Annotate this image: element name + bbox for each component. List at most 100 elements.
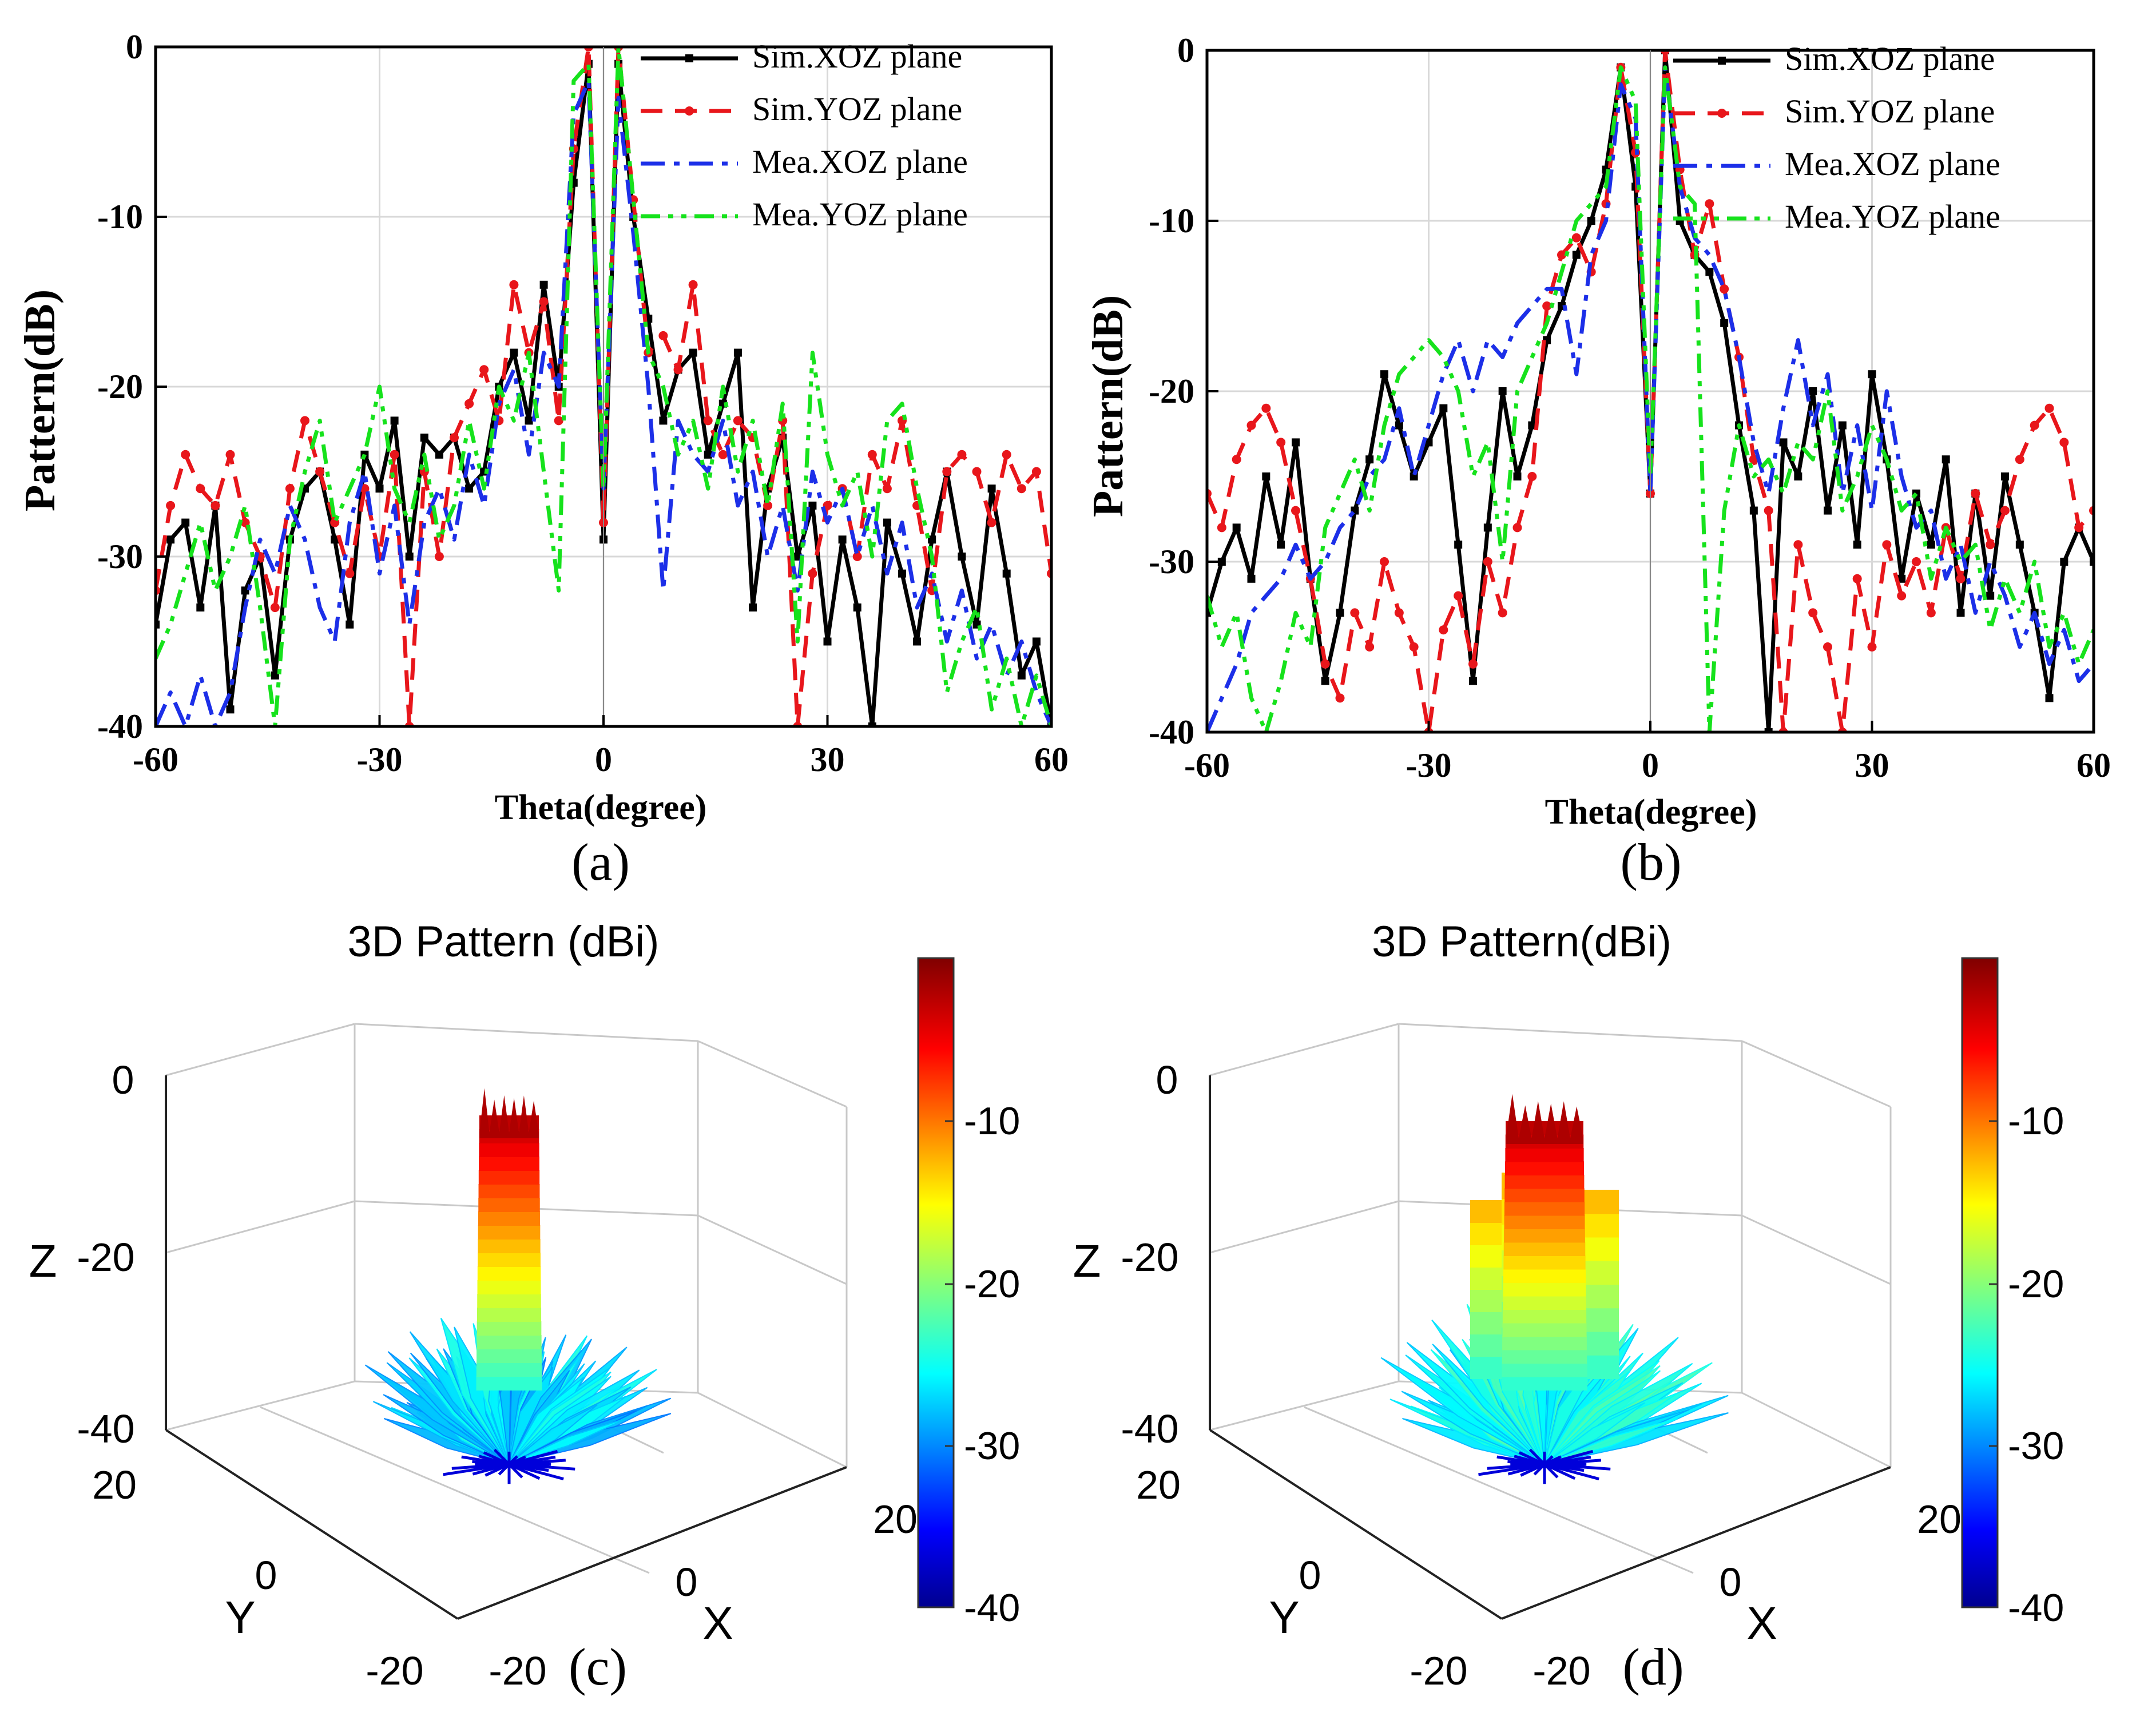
surface-d-sidelobe-1-5 bbox=[1579, 1237, 1619, 1261]
surface-c-beam-19 bbox=[479, 1115, 539, 1130]
marker-a-1-35 bbox=[673, 365, 683, 375]
marker-a-1-19 bbox=[434, 552, 444, 561]
surface-c-beam-15 bbox=[478, 1170, 540, 1185]
marker-b-0-2 bbox=[1232, 523, 1241, 532]
x-tick-label-b-4: 60 bbox=[2077, 746, 2111, 784]
marker-b-0-39 bbox=[1779, 438, 1788, 447]
marker-b-1-10 bbox=[1350, 608, 1360, 618]
colorbar-c bbox=[917, 957, 955, 1608]
marker-b-1-12 bbox=[1380, 557, 1389, 566]
series-a-3 bbox=[156, 47, 1051, 726]
marker-b-0-6 bbox=[1292, 438, 1300, 447]
y-tick-c-2: -20 bbox=[366, 1648, 423, 1693]
surface-d-beam-3 bbox=[1502, 1336, 1587, 1350]
surface-c-beam-top bbox=[479, 1088, 539, 1138]
y-tick-label-a-0: 0 bbox=[126, 28, 143, 66]
marker-a-0-19 bbox=[435, 450, 443, 459]
surface-c-beam-5 bbox=[477, 1308, 542, 1322]
marker-b-1-41 bbox=[1808, 608, 1818, 618]
legend-label-b-1: Sim.YOZ plane bbox=[1785, 93, 1995, 130]
x-tick-c-2: 20 bbox=[873, 1497, 918, 1542]
surface-c-spike-4 bbox=[508, 1463, 541, 1480]
legend-label-a-0: Sim.XOZ plane bbox=[752, 38, 962, 75]
marker-b-0-11 bbox=[1365, 455, 1374, 464]
y-tick-label-b-2: -20 bbox=[1149, 372, 1194, 410]
surface-d-petal-64 bbox=[1544, 1402, 1645, 1465]
marker-a-1-27 bbox=[554, 416, 563, 426]
marker-a-0-46 bbox=[838, 535, 847, 544]
marker-a-0-21 bbox=[465, 484, 474, 493]
marker-a-1-3 bbox=[196, 484, 205, 494]
surface-c-beam-0 bbox=[476, 1376, 542, 1391]
colorbar-ticks-c bbox=[945, 1120, 954, 1447]
marker-b-1-46 bbox=[1882, 540, 1892, 550]
marker-b-0-15 bbox=[1424, 438, 1433, 447]
marker-a-0-49 bbox=[883, 518, 891, 527]
marker-a-0-5 bbox=[226, 705, 235, 714]
x-tick-label-b-1: -30 bbox=[1406, 746, 1452, 784]
x-axis-label-c: X bbox=[702, 1598, 733, 1648]
x-tick-label-a-4: 60 bbox=[1034, 741, 1069, 778]
x-tick-label-a-2: 0 bbox=[595, 741, 612, 778]
title-d: 3D Pattern(dBi) bbox=[1372, 917, 1672, 966]
x-tick-d-2: 20 bbox=[1917, 1497, 1962, 1542]
marker-a-0-59 bbox=[1032, 637, 1041, 646]
marker-b-1-24 bbox=[1557, 250, 1566, 260]
surface-c-beam-16 bbox=[479, 1157, 539, 1171]
marker-a-0-12 bbox=[331, 535, 339, 544]
marker-b-1-18 bbox=[1468, 659, 1478, 669]
x-tick-c-1: 0 bbox=[676, 1560, 698, 1604]
x-tick-label-b-0: -60 bbox=[1184, 746, 1230, 784]
marker-b-0-3 bbox=[1247, 574, 1256, 583]
surface-c-spike-16 bbox=[483, 1451, 510, 1466]
marker-b-1-58 bbox=[2059, 438, 2069, 447]
marker-a-1-36 bbox=[688, 280, 698, 289]
surface-c-petal-64 bbox=[509, 1404, 598, 1465]
marker-a-1-41 bbox=[763, 500, 773, 510]
series-line-b-3 bbox=[1207, 65, 2094, 732]
surface-c-spike-3 bbox=[509, 1463, 564, 1481]
y-tick-label-b-4: -40 bbox=[1149, 713, 1194, 751]
x-tick-c-0: -20 bbox=[489, 1648, 546, 1693]
marker-b-0-55 bbox=[2015, 541, 2024, 549]
legend-a: Sim.XOZ plane Sim.YOZ plane Mea.XOZ plane M… bbox=[641, 38, 968, 233]
marker-a-1-54 bbox=[957, 450, 967, 459]
marker-a-0-56 bbox=[987, 484, 996, 493]
marker-b-1-21 bbox=[1512, 523, 1522, 533]
marker-b-0-57 bbox=[2045, 694, 2054, 702]
marker-a-1-13 bbox=[345, 569, 355, 578]
marker-a-1-44 bbox=[808, 569, 817, 578]
surface-d-beam-16 bbox=[1505, 1161, 1584, 1175]
colorbar-tick-d-2: -30 bbox=[2008, 1424, 2064, 1468]
y-tick-c-1: 0 bbox=[255, 1553, 277, 1598]
caption-d: (d) bbox=[1622, 1638, 1684, 1696]
marker-a-0-50 bbox=[898, 569, 906, 578]
marker-b-1-20 bbox=[1498, 608, 1507, 618]
marker-a-1-53 bbox=[942, 467, 952, 476]
surface-c-beam-6 bbox=[477, 1294, 541, 1308]
marker-a-0-57 bbox=[1002, 569, 1011, 578]
surface-d-beam-12 bbox=[1504, 1215, 1585, 1229]
surface-d-spike-17 bbox=[1528, 1448, 1546, 1465]
marker-b-1-44 bbox=[1852, 574, 1862, 583]
y-tick-label-a-3: -30 bbox=[97, 538, 143, 575]
marker-b-1-5 bbox=[1276, 438, 1286, 447]
x-tick-label-a-1: -30 bbox=[357, 741, 403, 778]
surface-d-beam-8 bbox=[1503, 1269, 1586, 1283]
marker-b-1-14 bbox=[1409, 642, 1419, 652]
surface-d-beam-1 bbox=[1502, 1363, 1587, 1377]
marker-a-1-22 bbox=[479, 365, 489, 375]
marker-a-1-6 bbox=[240, 518, 250, 527]
surface-d-beam-6 bbox=[1503, 1296, 1586, 1310]
marker-b-1-11 bbox=[1365, 642, 1375, 652]
y-tick-label-b-0: 0 bbox=[1177, 31, 1194, 69]
title-c: 3D Pattern (dBi) bbox=[348, 917, 660, 966]
marker-b-0-18 bbox=[1469, 677, 1477, 685]
marker-a-1-34 bbox=[658, 331, 668, 340]
marker-b-1-57 bbox=[2044, 403, 2054, 413]
surface-d-beam-17 bbox=[1505, 1148, 1584, 1162]
marker-b-0-34 bbox=[1705, 268, 1714, 276]
surface-c-beam-2 bbox=[477, 1349, 542, 1363]
